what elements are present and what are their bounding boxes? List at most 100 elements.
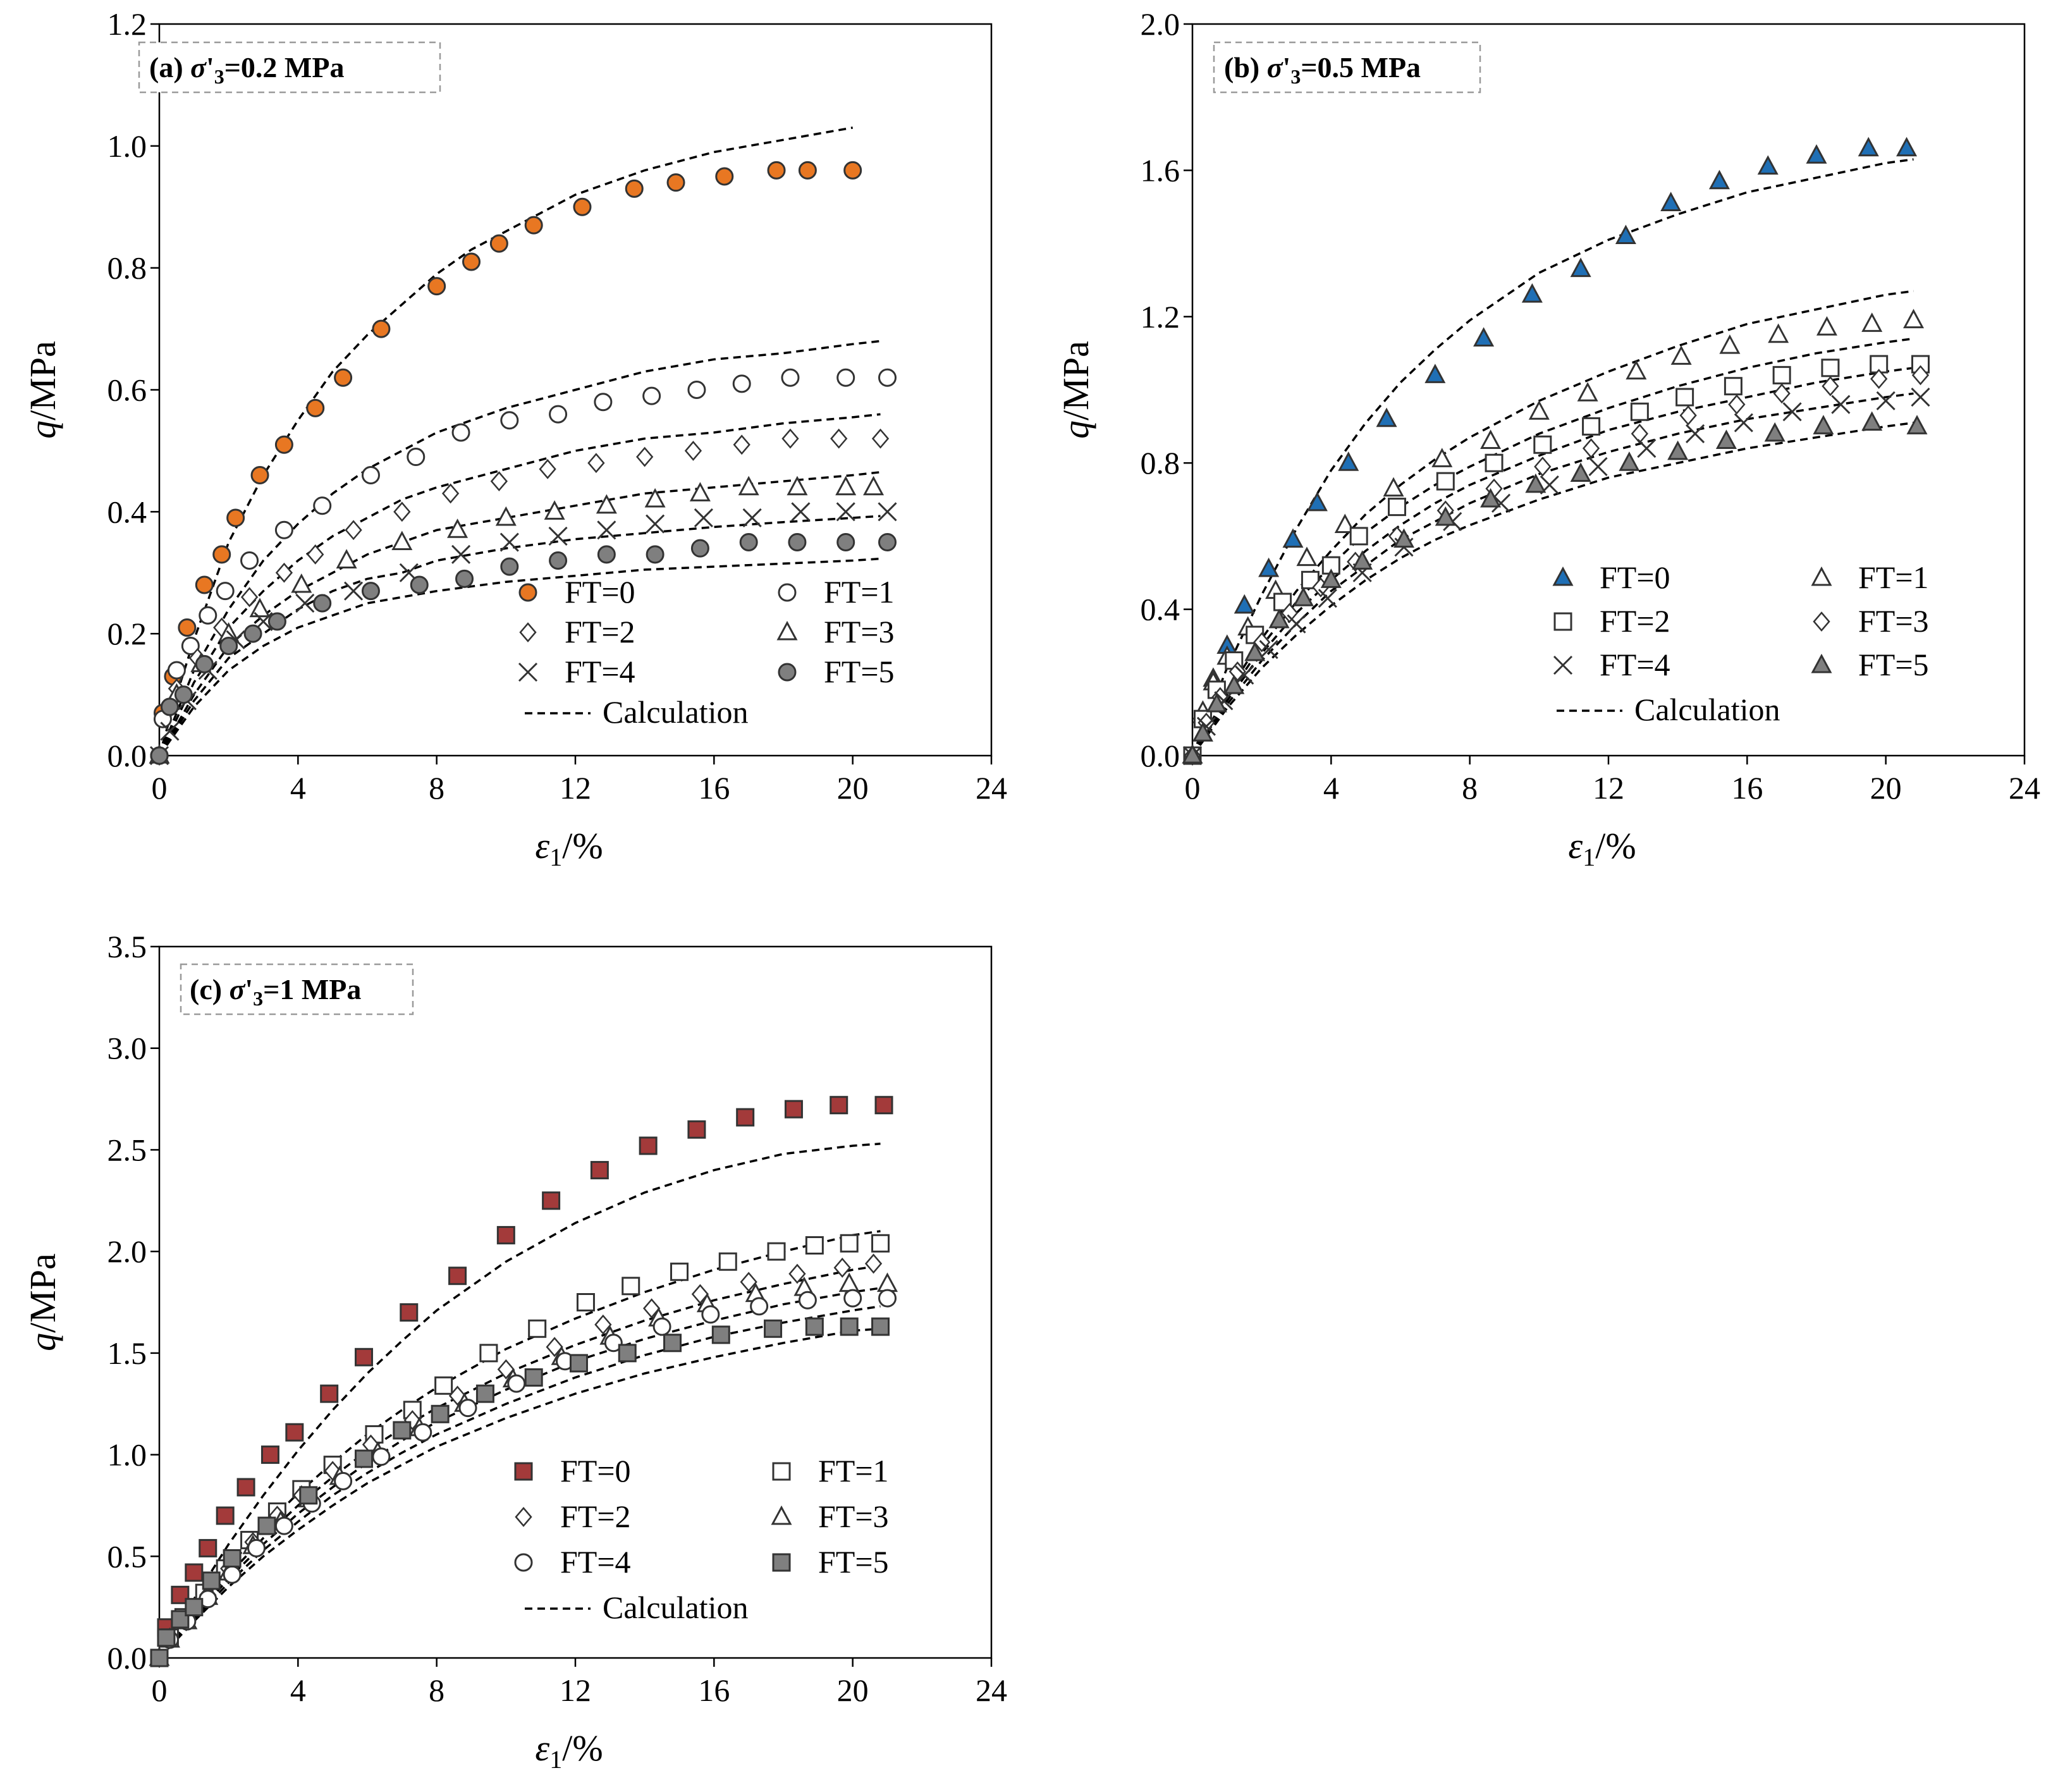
panel-label-suffix: =0.5 MPa [1301,51,1421,83]
data-point [313,594,332,613]
legend-item: FT=2 [519,614,635,649]
data-point [407,448,426,467]
data-point [178,618,197,637]
data-point [1724,377,1743,396]
data-point [1734,413,1753,433]
legend-label: FT=4 [560,1544,631,1580]
data-point [1679,405,1697,426]
legend-label: FT=5 [824,654,895,689]
data-point [663,1334,682,1353]
y-axis: 0.0 0.5 1.0 1.5 2.0 2.5 3.0 3.5 [107,929,159,1676]
x-tick-label: 12 [560,1672,591,1708]
data-point [391,531,413,551]
legend-marker [772,1462,791,1481]
cross-stroke [399,563,419,582]
data-point [1630,402,1649,421]
data-point [1719,334,1741,354]
data-point [690,539,709,558]
data-point [1822,376,1839,396]
x-tick-label: 20 [837,770,869,806]
legend-marker [519,622,537,642]
cross-stroke [836,502,855,522]
series-ft-0 [150,161,862,765]
panel-label-sigma: σ [1267,51,1283,83]
data-point [1660,192,1682,211]
data-point [185,1598,204,1617]
data-point [306,398,325,417]
cross-stroke [1287,614,1306,634]
data-point [344,581,364,601]
data-point [334,368,353,387]
data-point [798,161,817,180]
panel-label-prefix: (c) [190,973,230,1005]
legend-marker [778,583,797,602]
cross-stroke [1259,640,1278,660]
data-point [636,446,654,467]
data-point [544,500,565,520]
data-point [1244,641,1266,661]
legend-marker [518,662,538,682]
data-point [1570,462,1591,482]
data-point [687,381,706,399]
data-point [1334,513,1356,534]
data-point [871,1317,890,1336]
legend-marker [1813,611,1830,632]
data-point [1757,155,1779,175]
data-point [361,465,380,484]
series-ft-5 [150,533,897,765]
data-point [836,368,855,387]
data-point [871,1234,890,1253]
data-point [1318,589,1337,608]
legend-label: FT=5 [1858,647,1929,682]
data-point [836,502,855,522]
data-point [528,1319,547,1338]
legend-label: FT=4 [1600,647,1670,682]
panel-label-subscript: 3 [1290,65,1301,88]
y-axis-label-symbol: q [22,420,63,439]
cross-stroke [295,593,315,613]
legend-marker [776,620,798,641]
legend-item-calculation: Calculation [1557,692,1780,727]
data-point [157,1628,176,1647]
x-tick-label: 0 [1185,770,1201,806]
data-point [216,1506,235,1525]
legend-marker [515,1507,532,1527]
data-point [495,506,517,526]
data-point [1626,360,1647,380]
data-point [1338,451,1359,471]
y-tick-label: 1.6 [1141,152,1180,188]
data-point [1321,556,1340,575]
data-point [546,1337,563,1358]
data-point [1821,359,1840,377]
data-point [871,428,890,449]
y-tick-label: 0.8 [107,250,147,286]
data-point [539,458,556,479]
data-point [542,1191,561,1210]
data-point [1383,477,1404,497]
data-point [1670,345,1692,365]
cross-stroke [1637,438,1657,458]
legend-label-calculation: Calculation [603,694,749,730]
data-point [805,1236,824,1255]
data-point [274,435,293,454]
cross-stroke [1686,424,1705,443]
cross-stroke [1318,589,1337,608]
data-point [1349,527,1368,546]
cross-stroke [694,508,713,528]
data-point [455,569,474,588]
data-point [830,1096,848,1115]
data-point [441,483,460,504]
data-point [691,1284,709,1304]
series-ft-4 [149,502,897,766]
data-point [451,423,470,442]
data-point [733,434,750,455]
data-point [840,1234,859,1253]
panel-label-prime: ' [245,973,253,1005]
data-point [1582,438,1600,458]
data-point [479,1344,498,1363]
chart-panel-a: 0 4 8 12 16 20 24 0.0 0.2 0.4 0.6 0.8 1.0 1.2 ε1/% q/MP… [22,6,1007,871]
cross-stroke [1553,655,1573,675]
panel-label-box [180,963,414,1016]
data-point [1480,429,1502,449]
y-tick-label: 2.0 [1141,6,1180,42]
